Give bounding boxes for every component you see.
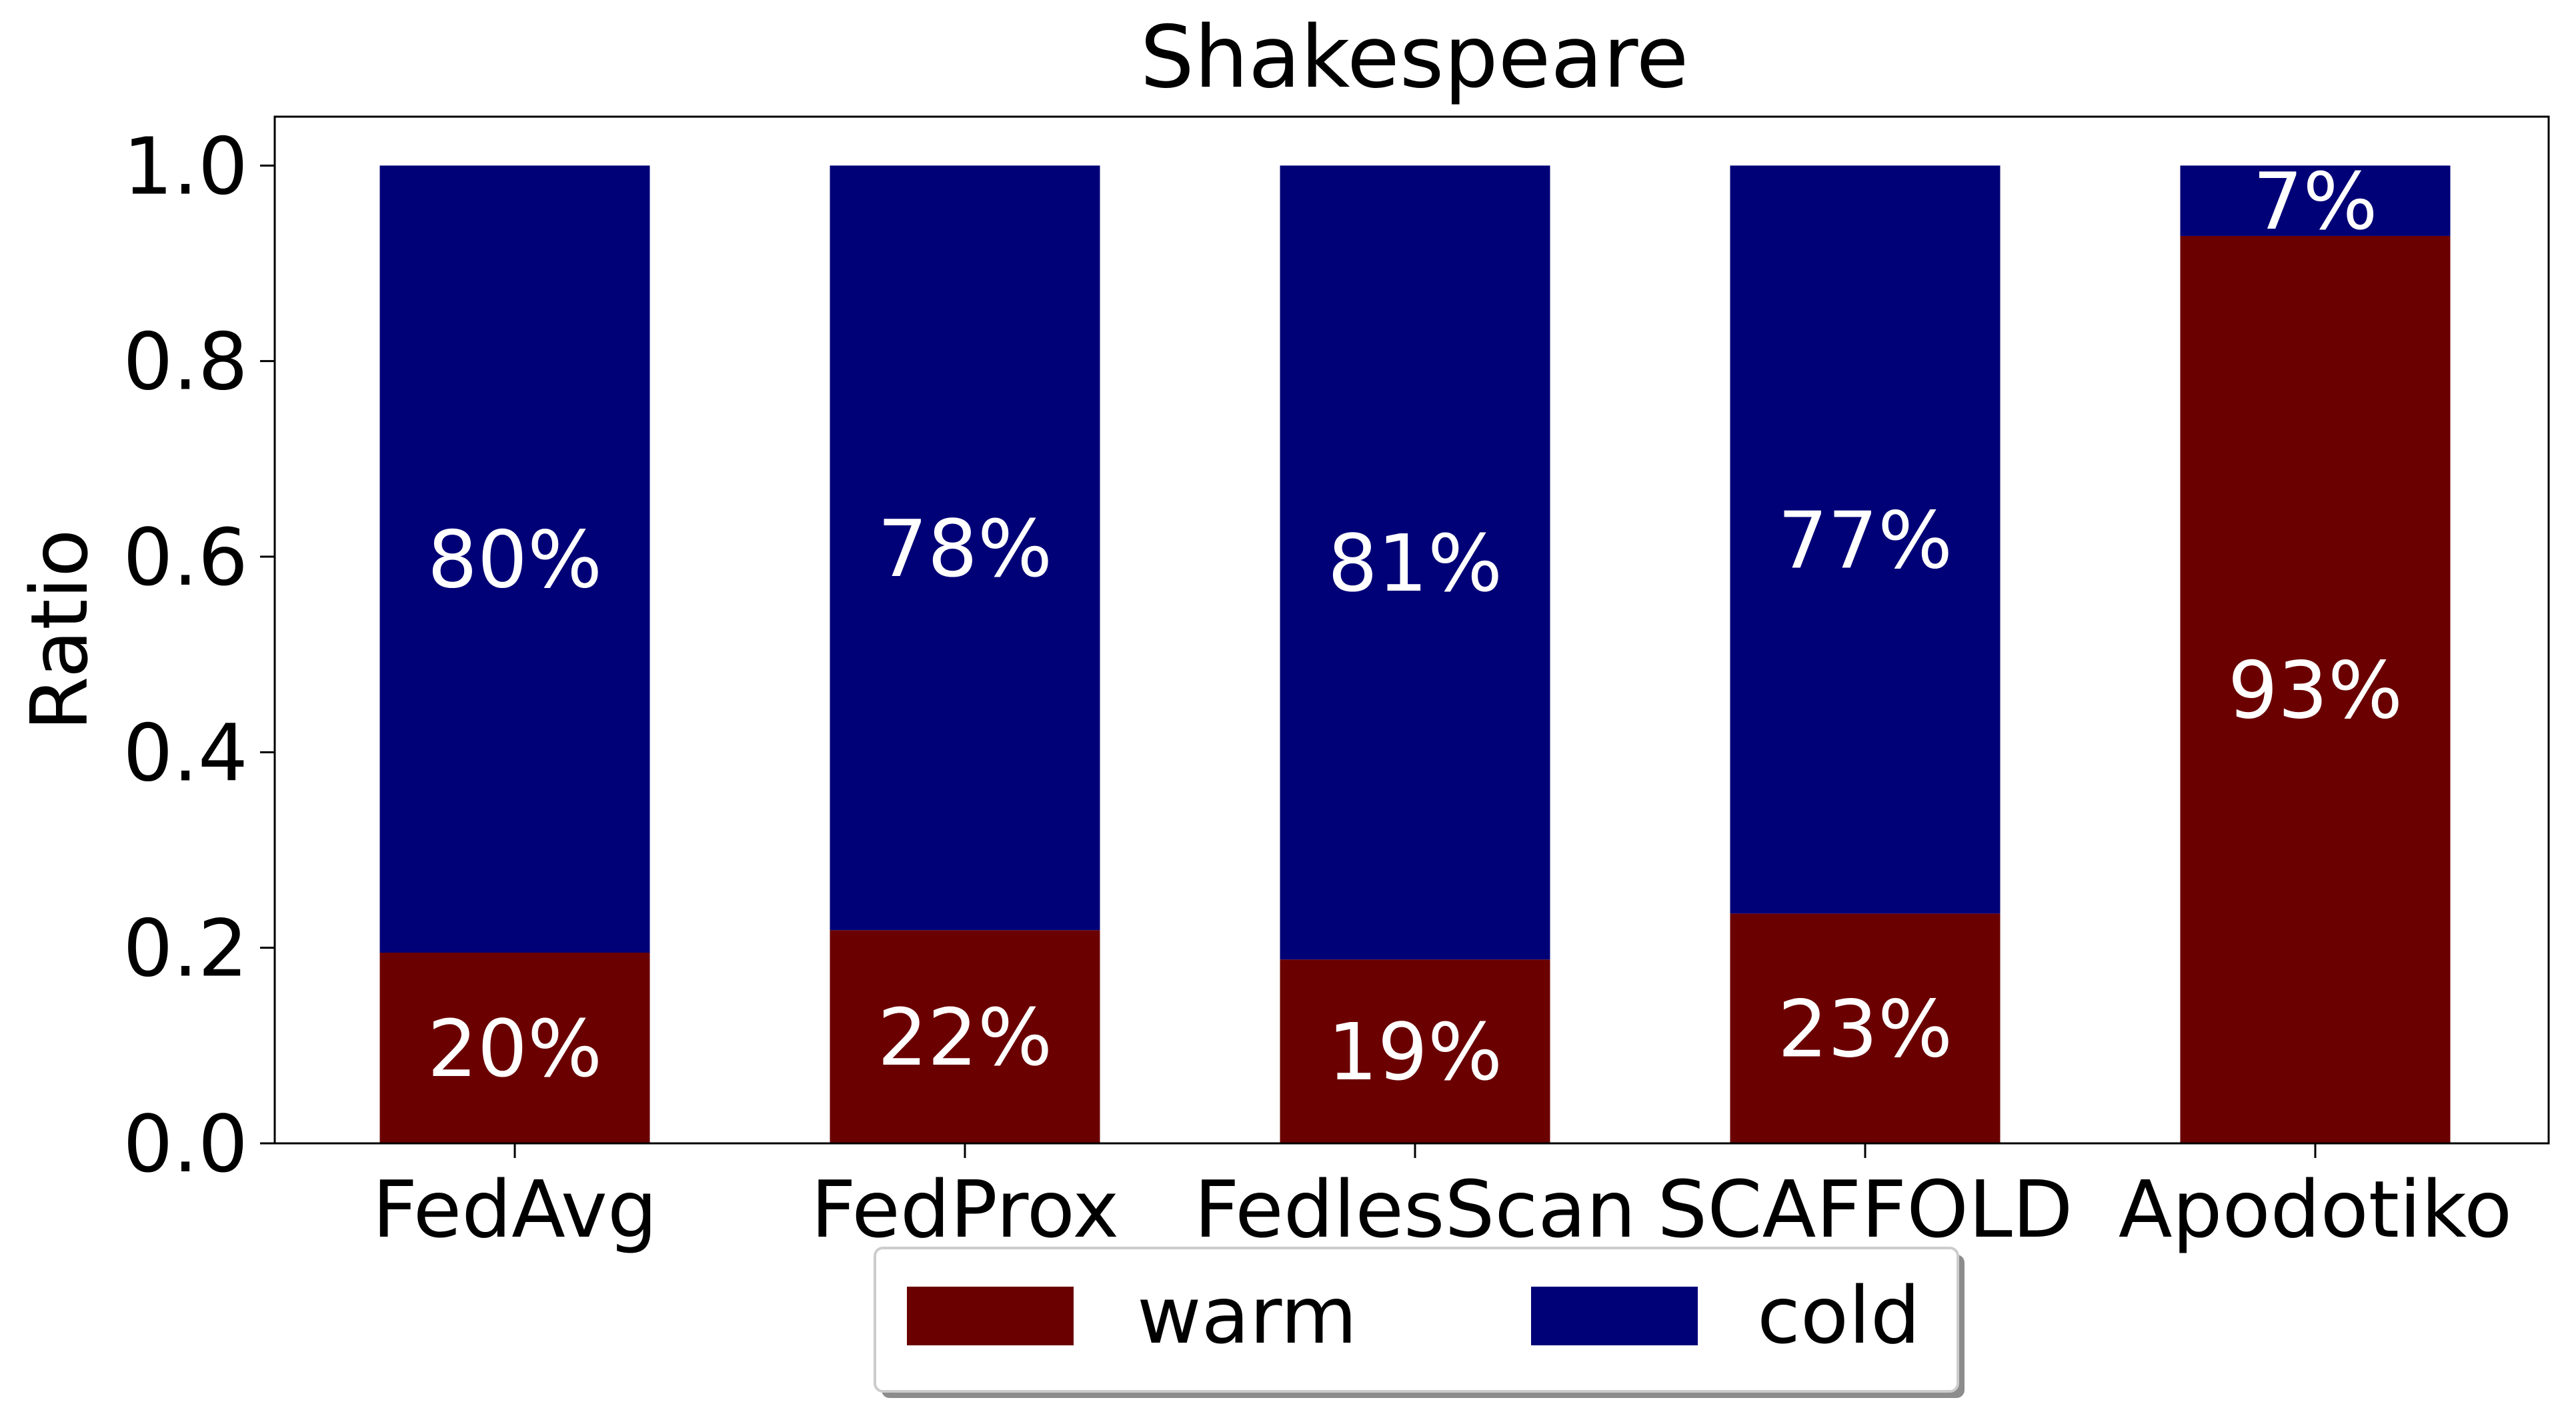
x-tick-label: Apodotiko (2119, 1163, 2512, 1255)
data-label-cold: 80% (427, 514, 602, 606)
y-tick-label: 0.6 (123, 511, 248, 603)
data-label-cold: 78% (878, 503, 1052, 595)
x-tick-label: FedProx (811, 1163, 1119, 1255)
bar-labels-group: 20% 80% 22% 78% 19% 81% 23% 77% 93% 7% (427, 155, 2403, 1098)
x-tick-label: FedlesScan (1194, 1163, 1636, 1255)
bar-warm (379, 953, 650, 1143)
y-tick-label: 0.2 (123, 903, 248, 995)
y-tick-label: 0.4 (123, 707, 248, 799)
legend-swatch-warm (907, 1287, 1074, 1345)
legend: warm cold (874, 1247, 1965, 1398)
data-label-warm: 23% (1778, 983, 1953, 1075)
x-axis-ticks: FedAvg FedProx FedlesScan SCAFFOLD Apodotiko (372, 1143, 2512, 1255)
data-label-warm: 93% (2228, 644, 2403, 736)
chart-title: Shakespeare (1140, 8, 1689, 107)
bars-group (379, 165, 2451, 1143)
bar-cold (2180, 165, 2451, 236)
bar-cold (1280, 165, 1550, 960)
data-label-warm: 22% (878, 991, 1052, 1083)
data-label-cold: 81% (1328, 517, 1502, 609)
data-label-cold: 77% (1778, 494, 1953, 586)
legend-box (874, 1247, 1959, 1393)
bar-warm (2180, 235, 2451, 1143)
bar-cold (1730, 165, 2001, 914)
bar-warm (830, 930, 1100, 1143)
data-label-warm: 19% (1328, 1006, 1502, 1098)
bar-cold (379, 165, 650, 953)
bar-warm (1280, 959, 1550, 1143)
plot-frame (273, 115, 2550, 1145)
legend-label-cold: cold (1757, 1269, 1920, 1361)
y-tick-label: 1.0 (123, 120, 248, 212)
y-tick-label: 0.8 (123, 316, 248, 408)
y-tick-label: 0.0 (123, 1098, 248, 1190)
bar-warm (1730, 913, 2001, 1143)
data-label-cold: 7% (2253, 155, 2377, 247)
x-tick-label: SCAFFOLD (1657, 1163, 2073, 1255)
y-axis-ticks: 0.0 0.2 0.4 0.6 0.8 1.0 (123, 120, 275, 1190)
legend-swatch-cold (1531, 1287, 1698, 1345)
data-label-warm: 20% (427, 1003, 602, 1095)
x-tick-label: FedAvg (372, 1163, 657, 1255)
bar-cold (830, 165, 1100, 931)
legend-label-warm: warm (1137, 1269, 1357, 1361)
y-axis-label: Ratio (13, 529, 105, 731)
